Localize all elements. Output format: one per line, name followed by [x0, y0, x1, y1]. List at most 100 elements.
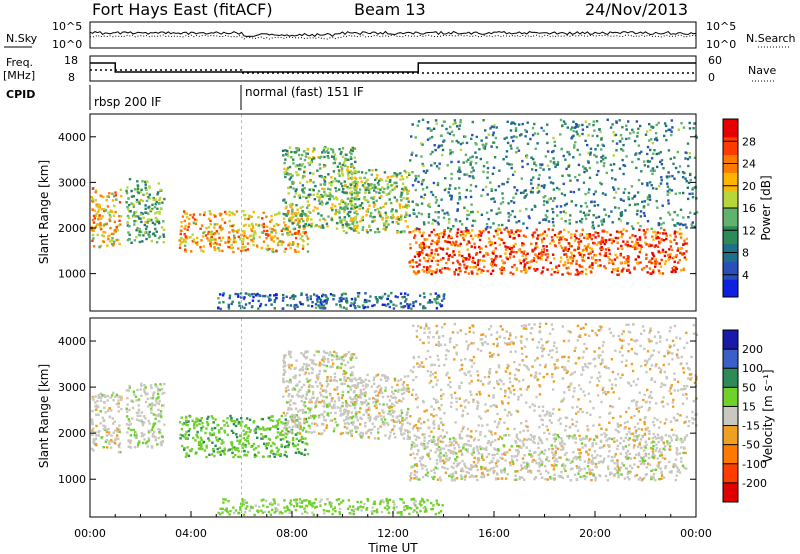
rti-cell	[96, 406, 98, 408]
rti-cell	[420, 155, 422, 157]
rti-cell	[681, 253, 683, 255]
rti-cell	[472, 121, 474, 123]
rti-cell	[402, 178, 404, 180]
rti-cell	[323, 364, 325, 366]
rti-cell	[149, 194, 151, 196]
rti-cell	[251, 223, 253, 225]
rti-cell	[595, 261, 597, 263]
rti-cell	[419, 244, 421, 246]
rti-cell	[135, 211, 137, 213]
rti-cell	[129, 178, 131, 180]
rti-cell	[263, 212, 265, 214]
rti-cell	[127, 239, 129, 241]
rti-cell	[185, 235, 187, 237]
nsky-label: N.Sky	[6, 32, 38, 45]
rti-cell	[574, 176, 576, 178]
rti-cell	[420, 251, 422, 253]
rti-cell	[270, 215, 272, 217]
rti-cell	[379, 207, 381, 209]
rti-cell	[406, 384, 408, 386]
rti-cell	[343, 211, 345, 213]
rti-cell	[335, 303, 337, 305]
rti-cell	[424, 194, 426, 196]
rti-cell	[530, 179, 532, 181]
rti-cell	[655, 234, 657, 236]
rti-cell	[426, 245, 428, 247]
rti-cell	[352, 398, 354, 400]
rti-cell	[296, 306, 298, 308]
rti-cell	[269, 221, 271, 223]
rti-cell	[483, 266, 485, 268]
rti-cell	[412, 201, 414, 203]
rti-cell	[285, 451, 287, 453]
rti-cell	[286, 455, 288, 457]
rti-cell	[597, 235, 599, 237]
rti-cell	[687, 216, 689, 218]
rti-cell	[592, 221, 594, 223]
rti-cell	[534, 253, 536, 255]
rti-cell	[107, 399, 109, 401]
rti-cell	[300, 207, 302, 209]
rti-cell	[563, 229, 565, 231]
rti-cell	[319, 392, 321, 394]
rti-cell	[136, 199, 138, 201]
rti-cell	[558, 188, 560, 190]
rti-cell	[689, 156, 691, 158]
rti-cell	[301, 235, 303, 237]
rti-cell	[296, 438, 298, 440]
rti-cell	[435, 271, 437, 273]
rti-cell	[582, 249, 584, 251]
rti-cell	[648, 194, 650, 196]
rti-cell	[304, 442, 306, 444]
rti-cell	[405, 211, 407, 213]
rti-cell	[356, 206, 358, 208]
rti-cell	[205, 456, 207, 458]
rti-cell	[118, 451, 120, 453]
rti-cell	[286, 296, 288, 298]
rti-cell	[225, 213, 227, 215]
rti-cell	[292, 162, 294, 164]
rti-cell	[667, 211, 669, 213]
rti-cell	[344, 208, 346, 210]
rti-cell	[608, 215, 610, 217]
rti-cell	[534, 132, 536, 134]
rti-cell	[458, 198, 460, 200]
rti-cell	[394, 378, 396, 380]
rti-cell	[184, 220, 186, 222]
rti-cell	[91, 418, 93, 420]
rti-cell	[349, 405, 351, 407]
rti-cell	[263, 241, 265, 243]
rti-cell	[267, 245, 269, 247]
rti-cell	[100, 396, 102, 398]
rti-cell	[324, 180, 326, 182]
rti-cell	[145, 238, 147, 240]
rti-cell	[362, 392, 364, 394]
rti-cell	[291, 244, 293, 246]
rti-cell	[342, 402, 344, 404]
rti-cell	[647, 203, 649, 205]
rti-cell	[285, 436, 287, 438]
rti-cell	[466, 248, 468, 250]
rti-cell	[594, 148, 596, 150]
rti-cell	[196, 237, 198, 239]
rti-cell	[221, 439, 223, 441]
rti-cell	[442, 236, 444, 238]
rti-cell	[405, 388, 407, 390]
rti-cell	[393, 182, 395, 184]
rti-cell	[309, 411, 311, 413]
rti-cell	[612, 221, 614, 223]
rti-cell	[330, 176, 332, 178]
rti-cell	[111, 243, 113, 245]
rti-cell	[580, 272, 582, 274]
rti-cell	[119, 201, 121, 203]
rti-cell	[469, 190, 471, 192]
rti-cell	[421, 202, 423, 204]
rti-cell	[282, 297, 284, 299]
rti-cell	[288, 364, 290, 366]
rti-cell	[655, 132, 657, 134]
rti-cell	[366, 179, 368, 181]
rti-cell	[379, 214, 381, 216]
rti-cell	[138, 217, 140, 219]
rti-cell	[135, 396, 137, 398]
rti-cell	[546, 216, 548, 218]
